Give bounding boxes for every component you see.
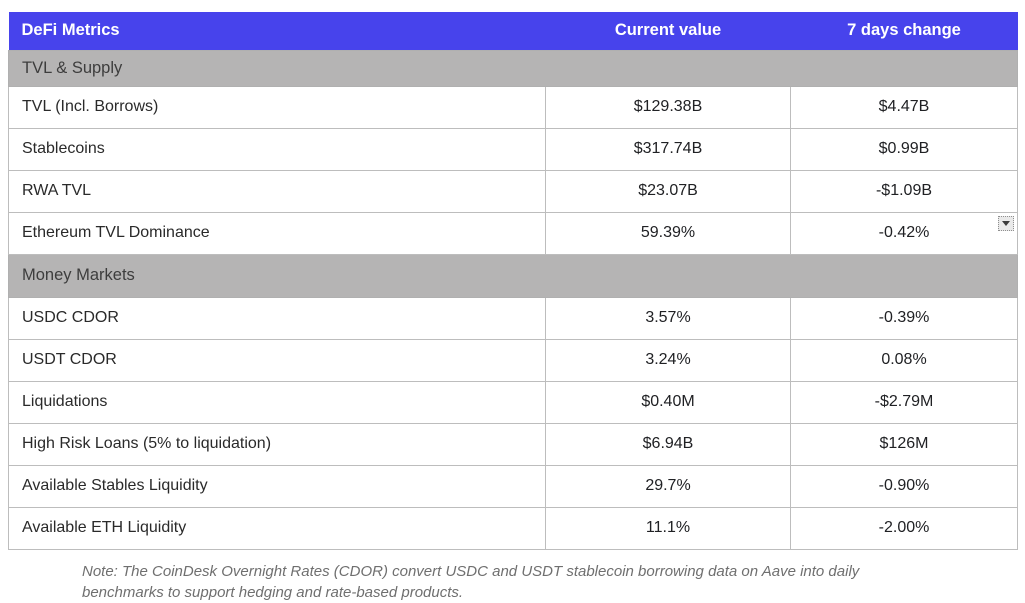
caret-down-icon: [1002, 220, 1010, 226]
change-value: -0.42%: [878, 224, 930, 241]
current-value-cell: $0.40M: [545, 380, 791, 424]
change-cell: 0.08%: [790, 338, 1018, 382]
footnote-line-1: Note: The CoinDesk Overnight Rates (CDOR…: [82, 563, 860, 580]
metric-cell: Ethereum TVL Dominance: [8, 211, 546, 255]
change-cell: -0.42%: [790, 211, 1018, 255]
metric-cell: Stablecoins: [8, 127, 546, 171]
metric-cell: USDT CDOR: [8, 338, 546, 382]
table-row: USDT CDOR 3.24% 0.08%: [8, 338, 1018, 382]
footnote: Note: The CoinDesk Overnight Rates (CDOR…: [82, 561, 859, 603]
table-row: Stablecoins $317.74B $0.99B: [8, 127, 1018, 171]
change-cell: $0.99B: [790, 127, 1018, 171]
metric-cell: Available Stables Liquidity: [8, 464, 546, 508]
current-value-cell: $129.38B: [545, 85, 791, 129]
metric-cell: USDC CDOR: [8, 296, 546, 340]
section-title: Money Markets: [8, 253, 1018, 298]
current-value-cell: $23.07B: [545, 169, 791, 213]
table-row: Liquidations $0.40M -$2.79M: [8, 380, 1018, 424]
footnote-line-2: benchmarks to support hedging and rate-b…: [82, 584, 464, 601]
current-value-cell: 11.1%: [545, 506, 791, 550]
table-row: RWA TVL $23.07B -$1.09B: [8, 169, 1018, 213]
section-row-tvl-supply: TVL & Supply: [8, 49, 1018, 87]
current-value-cell: 3.57%: [545, 296, 791, 340]
change-cell: -$1.09B: [790, 169, 1018, 213]
current-value-cell: $6.94B: [545, 422, 791, 466]
table-row: Ethereum TVL Dominance 59.39% -0.42%: [8, 211, 1018, 255]
metric-cell: Available ETH Liquidity: [8, 506, 546, 550]
current-value-cell: 29.7%: [545, 464, 791, 508]
table-row: High Risk Loans (5% to liquidation) $6.9…: [8, 422, 1018, 466]
section-row-money-markets: Money Markets: [8, 253, 1018, 298]
section-title: TVL & Supply: [8, 49, 1018, 87]
metric-cell: Liquidations: [8, 380, 546, 424]
table-row: Available ETH Liquidity 11.1% -2.00%: [8, 506, 1018, 550]
change-cell: -0.39%: [790, 296, 1018, 340]
defi-metrics-table: DeFi Metrics Current value 7 days change…: [8, 12, 1018, 550]
change-cell: -2.00%: [790, 506, 1018, 550]
current-value-cell: 59.39%: [545, 211, 791, 255]
change-cell: $126M: [790, 422, 1018, 466]
metric-cell: TVL (Incl. Borrows): [8, 85, 546, 129]
table-row: Available Stables Liquidity 29.7% -0.90%: [8, 464, 1018, 508]
table-header-row: DeFi Metrics Current value 7 days change: [8, 12, 1018, 50]
col-header-7-days-change: 7 days change: [790, 12, 1018, 50]
metric-cell: High Risk Loans (5% to liquidation): [8, 422, 546, 466]
col-header-current-value: Current value: [545, 12, 791, 50]
metric-cell: RWA TVL: [8, 169, 546, 213]
filter-dropdown-button[interactable]: [998, 215, 1014, 231]
current-value-cell: $317.74B: [545, 127, 791, 171]
table-row: USDC CDOR 3.57% -0.39%: [8, 296, 1018, 340]
table-row: TVL (Incl. Borrows) $129.38B $4.47B: [8, 85, 1018, 129]
change-cell: -0.90%: [790, 464, 1018, 508]
current-value-cell: 3.24%: [545, 338, 791, 382]
change-cell: -$2.79M: [790, 380, 1018, 424]
col-header-defi-metrics: DeFi Metrics: [8, 12, 546, 50]
change-cell: $4.47B: [790, 85, 1018, 129]
